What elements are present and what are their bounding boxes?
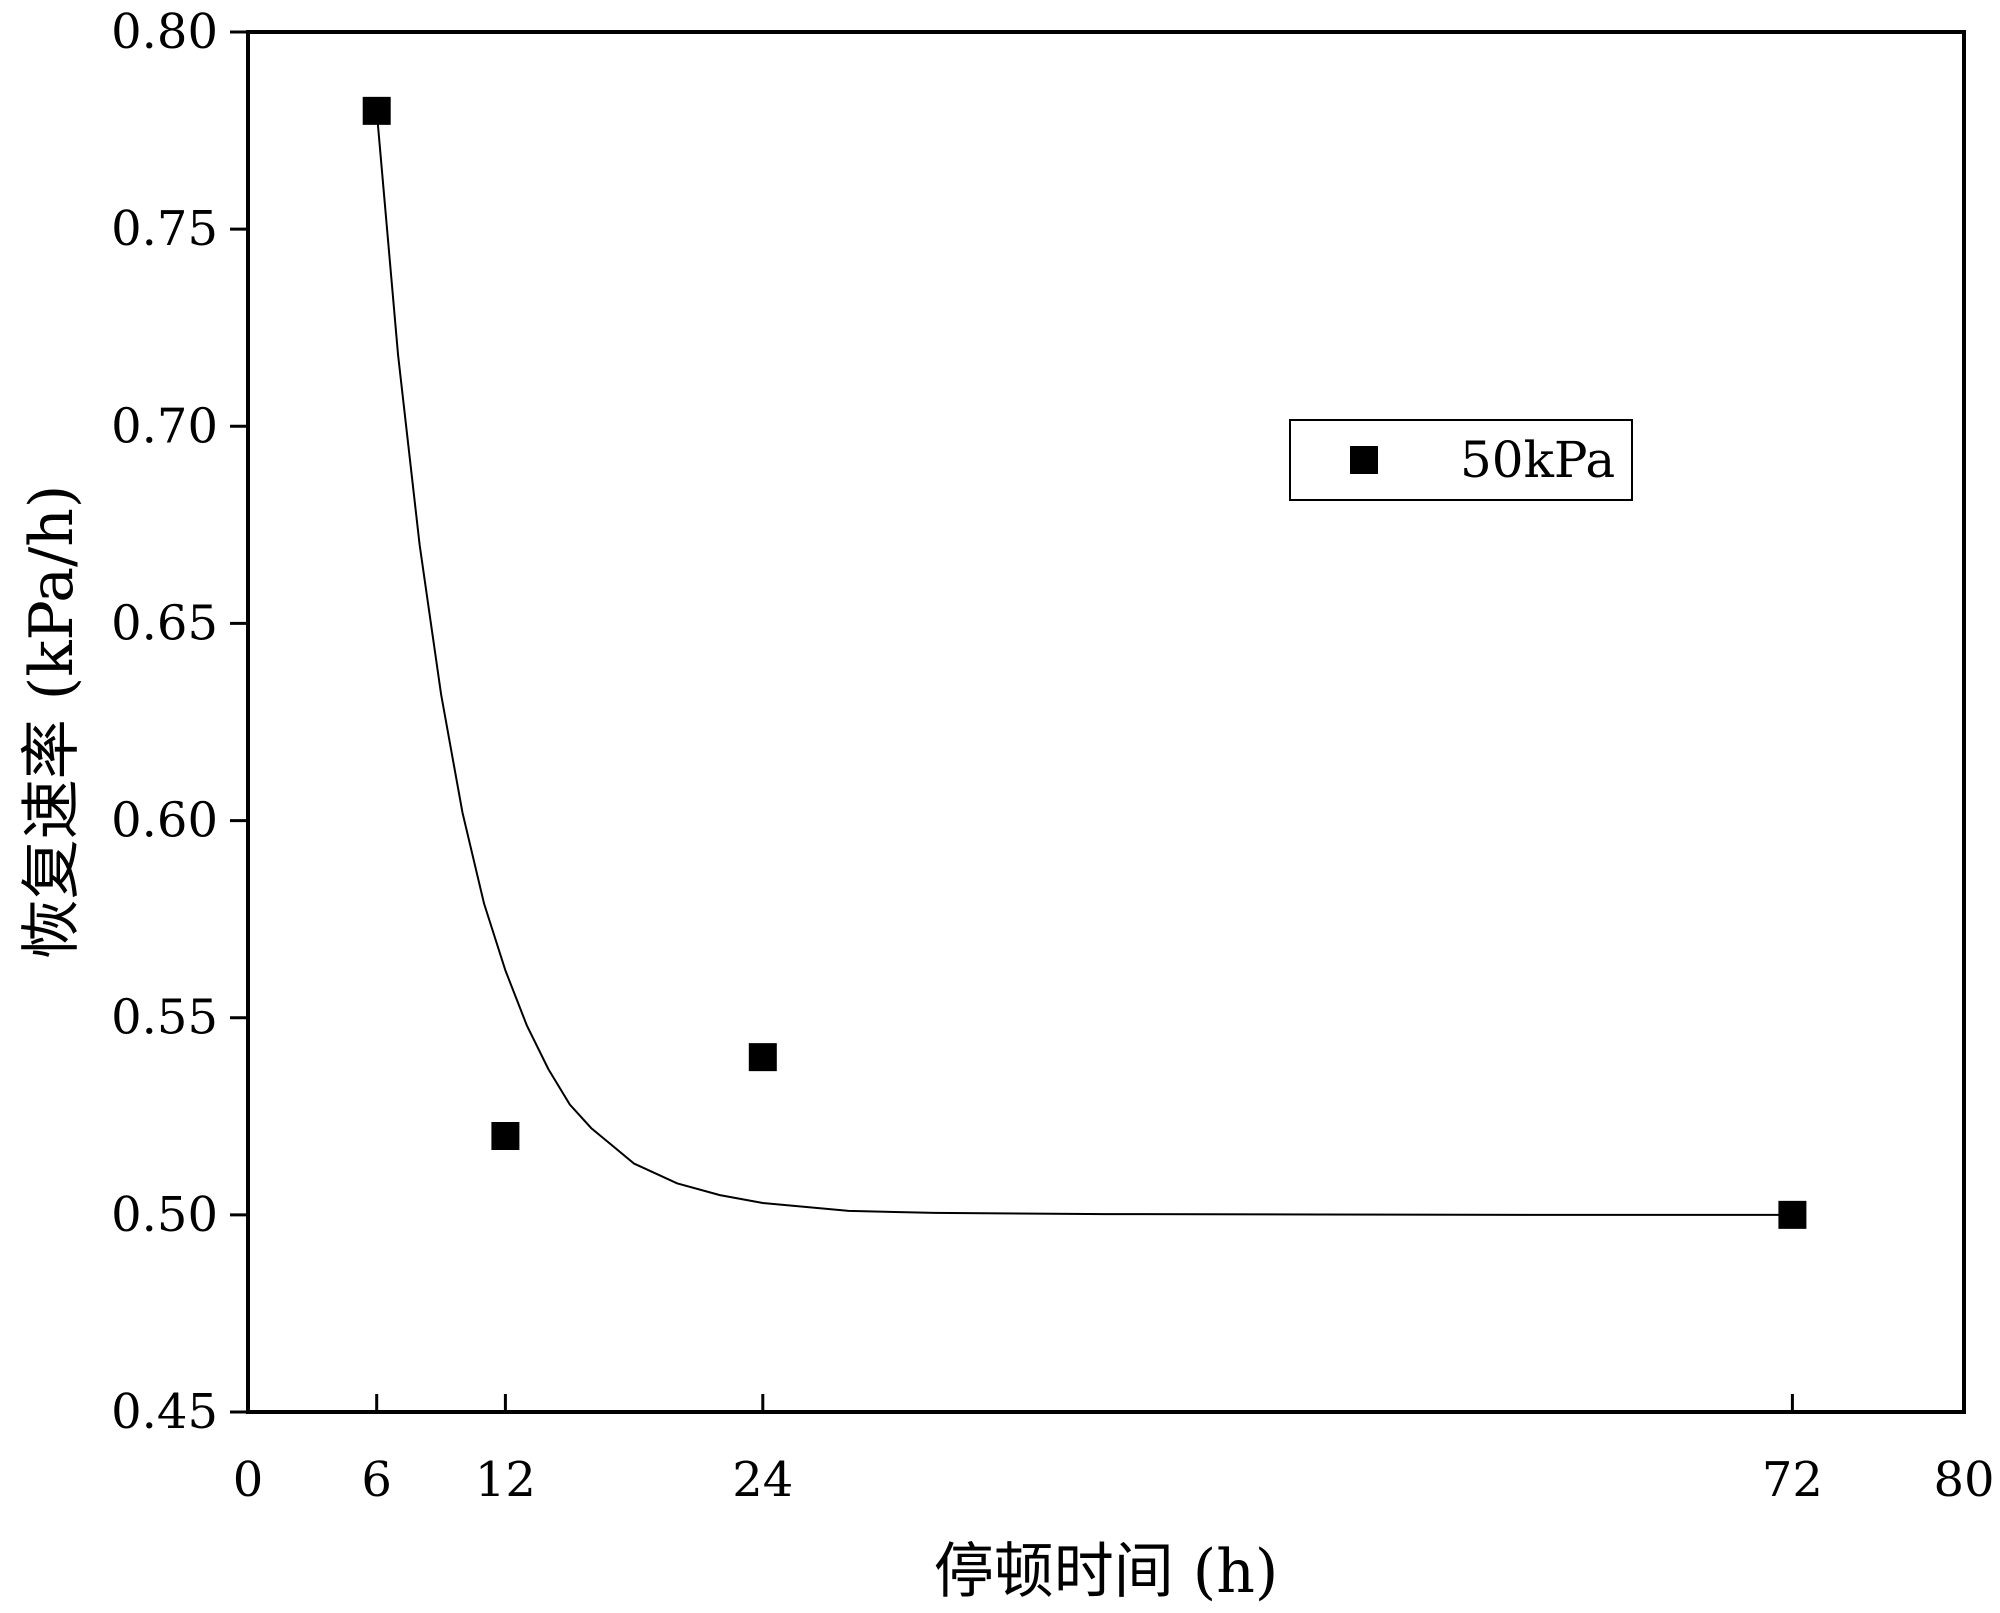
y-tick-label: 0.80	[111, 4, 218, 60]
data-points-layer	[362, 96, 1807, 1229]
x-tick-label: 24	[732, 1452, 793, 1508]
x-axis-title: 停顿时间 (h)	[934, 1537, 1279, 1607]
y-tick-label: 0.60	[111, 793, 218, 849]
y-tick-label: 0.45	[111, 1384, 218, 1440]
x-tick-label: 72	[1762, 1452, 1823, 1508]
legend-label: 50kPa	[1460, 431, 1615, 489]
fit-curve-line	[375, 110, 1793, 1216]
plot-frame	[246, 30, 1966, 1414]
x-axis-ticks: 0 6 12 24 72 80	[233, 1394, 1995, 1508]
legend-marker	[1350, 446, 1378, 474]
data-point	[491, 1122, 520, 1150]
x-tick-label: 12	[475, 1452, 536, 1508]
y-axis-ticks: 0.45 0.50 0.55 0.60 0.65 0.70 0.75 0.80	[111, 4, 248, 1440]
fit-curve-layer	[375, 110, 1793, 1216]
y-tick-label: 0.65	[111, 595, 218, 651]
data-point	[1778, 1200, 1807, 1229]
data-point	[748, 1043, 777, 1072]
legend: 50kPa	[1289, 419, 1633, 501]
y-tick-label: 0.75	[111, 201, 218, 257]
legend-box	[1289, 419, 1633, 501]
x-tick-label: 0	[233, 1452, 264, 1508]
y-axis-title: 恢复速率 (kPa/h)	[17, 485, 87, 960]
x-tick-label: 80	[1933, 1452, 1994, 1508]
y-tick-label: 0.50	[111, 1187, 218, 1243]
y-tick-label: 0.70	[111, 398, 218, 454]
data-point	[362, 96, 391, 125]
x-tick-label: 6	[361, 1452, 392, 1508]
y-tick-label: 0.55	[111, 990, 218, 1046]
